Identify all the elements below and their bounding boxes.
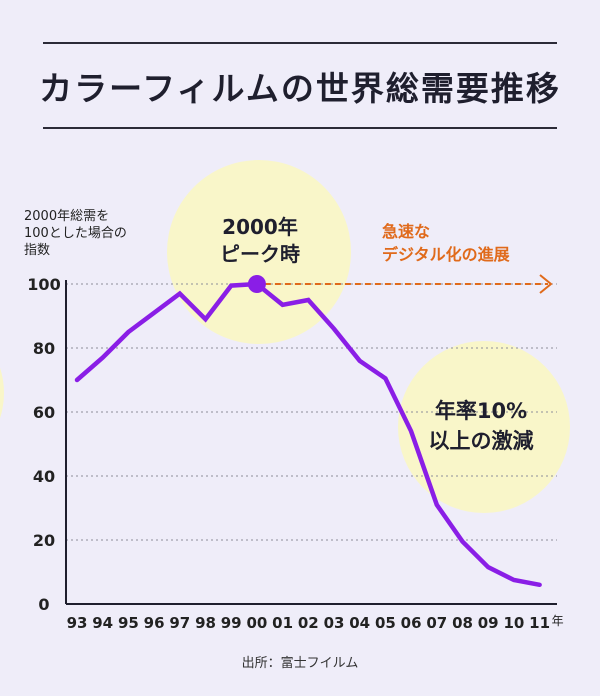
series-line [74,281,542,588]
digital-annotation-line: 急速な [382,222,431,241]
x-tick-label: 04 [349,614,370,632]
y-axis-label-line: 2000年総需を [24,209,110,224]
y-axis-label-line: 100とした場合の [24,226,127,241]
x-tick-label: 10 [503,614,524,632]
y-tick-label: 60 [33,403,55,422]
x-tick-label: 03 [324,614,345,632]
x-tick-label: 99 [221,614,242,632]
x-tick-label: 94 [92,614,113,632]
source-note: 出所：富士フイルム [241,656,359,671]
x-tick-label: 02 [298,614,319,632]
x-tick-label: 08 [452,614,473,632]
x-unit-label: 年 [552,614,564,628]
digital-annotation: 急速な デジタル化の進展 [382,220,510,266]
peak-annotation: 2000年 ピーク時 [190,214,330,268]
chart-title: カラーフィルムの世界総需要推移 [39,69,561,108]
y-tick-label: 100 [27,275,60,294]
decline-annotation: 年率10% 以上の激減 [406,396,556,456]
y-tick-label: 80 [33,339,55,358]
y-tick-label: 0 [38,595,49,614]
digital-annotation-line: デジタル化の進展 [382,245,510,264]
x-tick-label: 01 [272,614,293,632]
x-tick-label: 98 [195,614,216,632]
x-tick-label: 09 [478,614,499,632]
peak-annotation-line: 2000年 [222,215,298,239]
x-tick-label: 93 [67,614,88,632]
decline-highlight-bubble [398,341,570,513]
peak-annotation-line: ピーク時 [220,242,300,266]
decline-annotation-line: 以上の激減 [428,429,534,453]
y-tick-label: 40 [33,467,55,486]
x-tick-label: 95 [118,614,139,632]
y-axis-label-line: 指数 [24,243,51,258]
x-tick-label: 06 [401,614,422,632]
y-axis-label: 2000年総需を 100とした場合の 指数 [24,208,164,259]
title-underline [43,127,557,129]
x-tick-label: 07 [426,614,447,632]
x-tick-label: 97 [169,614,190,632]
x-tick-label: 00 [246,614,267,632]
peak-marker [247,275,266,293]
x-tick-label: 11 [529,614,550,632]
peak-highlight-bubble [167,160,351,344]
decline-annotation-line: 年率10% [434,399,528,423]
top-rule [43,42,557,44]
x-tick-label: 96 [144,614,165,632]
edge-highlight-bubble [0,367,4,419]
y-tick-label: 20 [33,531,55,550]
digital-trend-arrow-head [539,274,553,294]
x-tick-label: 05 [375,614,396,632]
